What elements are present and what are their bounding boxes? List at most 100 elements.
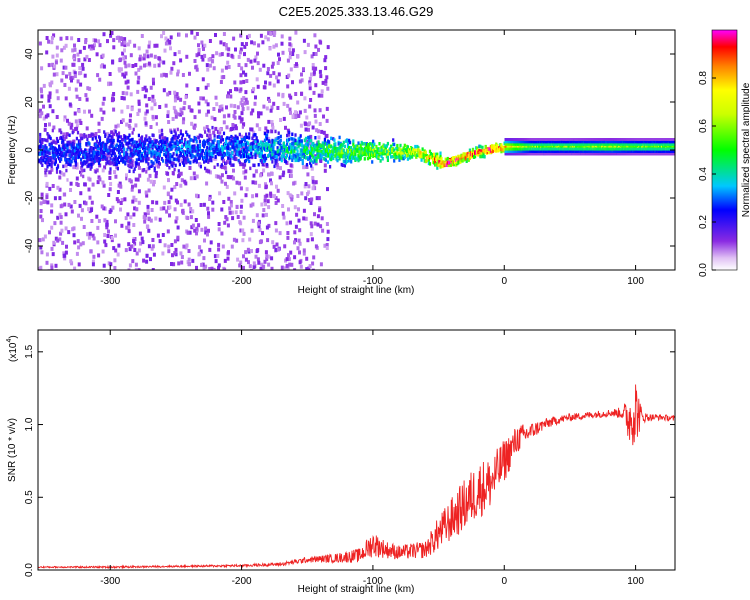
spectrogram-noise-cell bbox=[74, 87, 78, 92]
spectrogram-noise-cell bbox=[222, 75, 226, 79]
spectrogram-noise-cell bbox=[191, 258, 195, 263]
spectrogram-noise-cell bbox=[61, 71, 65, 76]
spectrogram-noise-cell bbox=[197, 48, 201, 52]
spectrogram-ridge-cell bbox=[245, 145, 248, 150]
spectrogram-noise-cell bbox=[50, 246, 54, 251]
spectrogram-noise-cell bbox=[119, 57, 123, 62]
spectrogram-ridge-cell bbox=[89, 154, 92, 158]
spectrogram-noise-cell bbox=[307, 146, 311, 151]
spectrogram-band-cell bbox=[558, 147, 561, 151]
spectrogram-noise-cell bbox=[163, 200, 167, 205]
spectrogram-noise-cell bbox=[225, 46, 229, 51]
spectrogram-noise-cell bbox=[103, 239, 107, 244]
spectrogram-noise-cell bbox=[314, 66, 318, 71]
spectrogram-band-cell bbox=[523, 140, 526, 144]
spectrogram-noise-cell bbox=[272, 244, 276, 249]
spectrogram-noise-cell bbox=[139, 65, 143, 70]
spectrogram-ridge-cell bbox=[280, 158, 283, 163]
spectrogram-ridge-cell bbox=[84, 153, 87, 158]
spectrogram-noise-cell bbox=[61, 240, 65, 245]
spectrogram-noise-cell bbox=[170, 262, 173, 266]
spectrogram-ridge-cell bbox=[254, 155, 257, 159]
spectrogram-ridge-cell bbox=[50, 156, 53, 160]
spectrogram-noise-cell bbox=[288, 36, 292, 41]
spectrogram-noise-cell bbox=[180, 178, 184, 183]
spectrogram-noise-cell bbox=[148, 173, 152, 178]
spectrogram-band-cell bbox=[519, 140, 522, 144]
spectrogram-ridge-cell bbox=[113, 146, 116, 151]
spectrogram-ridge-cell bbox=[137, 133, 140, 138]
spectrogram-ridge-cell bbox=[381, 157, 384, 161]
spectrogram-noise-cell bbox=[313, 113, 317, 118]
spectrogram-noise-cell bbox=[125, 122, 129, 127]
spectrogram-band-cell bbox=[510, 152, 513, 156]
spectrogram-noise-cell bbox=[52, 240, 56, 245]
spectrogram-ridge-cell bbox=[64, 158, 67, 162]
spectrogram-noise-cell bbox=[131, 184, 134, 189]
spectrogram-ridge-cell bbox=[212, 140, 215, 145]
spectrogram-noise-cell bbox=[127, 268, 131, 270]
spectrogram-ridge-cell bbox=[158, 135, 161, 140]
spectrogram-band-cell bbox=[523, 147, 526, 151]
spectrogram-ridge-cell bbox=[148, 166, 151, 170]
spectrogram-band-cell bbox=[577, 150, 579, 153]
spectrogram-noise-cell bbox=[220, 165, 224, 170]
spectrogram-band-cell bbox=[540, 150, 543, 153]
spectrogram-noise-cell bbox=[73, 266, 77, 270]
spectrogram-band-cell bbox=[606, 152, 609, 156]
spectrogram-noise-cell bbox=[179, 183, 183, 188]
spectrogram-noise-cell bbox=[217, 242, 221, 247]
spectrogram-noise-cell bbox=[126, 79, 130, 84]
spectrogram-noise-cell bbox=[314, 244, 318, 249]
spectrogram-band-cell bbox=[564, 142, 567, 146]
spectrogram-noise-cell bbox=[203, 238, 206, 243]
spectrogram-ridge-cell bbox=[293, 149, 296, 153]
spectrogram-ridge-cell bbox=[105, 157, 108, 162]
spectrogram-noise-cell bbox=[184, 95, 188, 100]
spectrogram-band-cell bbox=[574, 150, 577, 153]
spectrogram-noise-cell bbox=[193, 115, 197, 120]
spectrogram-noise-cell bbox=[48, 91, 52, 96]
spectrogram-noise-cell bbox=[45, 260, 49, 265]
spectrogram-ridge-cell bbox=[122, 145, 125, 149]
spectrogram-ridge-cell bbox=[240, 138, 243, 142]
spectrogram-noise-cell bbox=[94, 38, 97, 43]
spectrogram-ridge-cell bbox=[63, 151, 66, 155]
spectrogram-ridge-cell bbox=[266, 163, 269, 167]
spectrogram-noise-cell bbox=[118, 38, 121, 43]
spectrogram-noise-cell bbox=[98, 77, 102, 82]
spectrogram-band-cell bbox=[600, 147, 603, 151]
spectrogram-ridge-cell bbox=[131, 137, 134, 142]
spectrogram-noise-cell bbox=[195, 53, 199, 58]
spectrogram-noise-cell bbox=[298, 250, 301, 255]
spectrogram-noise-cell bbox=[242, 70, 245, 75]
spectrogram-noise-cell bbox=[316, 214, 320, 219]
spectrogram-noise-cell bbox=[111, 60, 115, 65]
spectrogram-ridge-cell bbox=[134, 164, 137, 168]
spectrogram-ridge-cell bbox=[328, 140, 331, 144]
spectrogram-noise-cell bbox=[205, 112, 209, 117]
spectrogram-noise-cell bbox=[152, 252, 156, 257]
spectrogram-ridge-cell bbox=[146, 152, 149, 156]
spectrogram-noise-cell bbox=[286, 235, 290, 240]
spectrogram-noise-cell bbox=[62, 45, 66, 50]
spectrogram-noise-cell bbox=[295, 212, 299, 217]
spectrogram-band-cell bbox=[604, 147, 607, 151]
spectrogram-ridge-cell bbox=[266, 133, 269, 137]
spectrogram-ridge-cell bbox=[65, 135, 68, 139]
spectrogram-ridge-cell bbox=[341, 163, 344, 167]
spectrogram-noise-cell bbox=[123, 43, 127, 48]
spectrogram-noise-cell bbox=[83, 182, 87, 187]
spectrogram-noise-cell bbox=[235, 180, 239, 185]
spectrogram-noise-cell bbox=[140, 236, 144, 241]
spectrogram-noise-cell bbox=[59, 215, 63, 220]
spectrogram-noise-cell bbox=[111, 94, 115, 99]
spectrogram-band-cell bbox=[570, 152, 573, 156]
spectrogram-noise-cell bbox=[95, 214, 99, 219]
spectrogram-noise-cell bbox=[151, 244, 155, 249]
spectrogram-noise-cell bbox=[160, 73, 164, 78]
spectrogram-ridge-cell bbox=[360, 153, 363, 157]
spectrogram-ridge-cell bbox=[436, 155, 439, 159]
spectrogram-noise-cell bbox=[213, 268, 216, 270]
spectrogram-noise-cell bbox=[261, 213, 265, 218]
